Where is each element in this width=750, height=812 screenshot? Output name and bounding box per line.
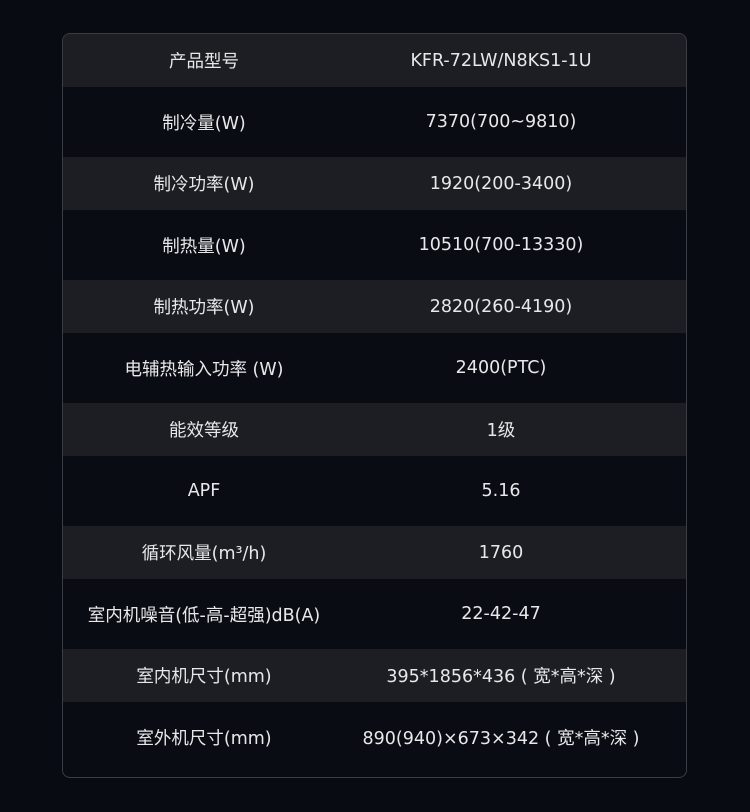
spec-row: 制热功率(W) 2820(260-4190)	[63, 280, 686, 333]
spec-label: 室外机尺寸(mm)	[136, 728, 272, 749]
spec-row: 能效等级 1级	[63, 403, 686, 456]
spec-value: 2820(260-4190)	[429, 296, 573, 317]
spec-label: APF	[187, 481, 221, 501]
spec-value: 1级	[486, 421, 516, 441]
spec-row: 制热量(W) 10510(700-13330)	[63, 210, 686, 280]
spec-row: 室外机尺寸(mm) 890(940)×673×342 ( 宽*高*深 )	[63, 702, 686, 772]
spec-value: 1760	[478, 542, 524, 563]
spec-row: 产品型号 KFR-72LW/N8KS1-1U	[63, 34, 686, 87]
spec-label: 电辅热输入功率 (W)	[124, 359, 284, 380]
spec-label: 制热量(W)	[162, 236, 246, 257]
spec-label: 制冷功率(W)	[153, 175, 255, 195]
spec-value: 890(940)×673×342 ( 宽*高*深 )	[362, 728, 640, 749]
spec-row: 室内机噪音(低-高-超强)dB(A) 22-42-47	[63, 579, 686, 649]
spec-value: KFR-72LW/N8KS1-1U	[410, 50, 592, 71]
spec-table: 产品型号 KFR-72LW/N8KS1-1U 制冷量(W) 7370(700~9810…	[62, 33, 687, 778]
spec-value: 10510(700-13330)	[418, 235, 584, 255]
spec-label: 产品型号	[169, 52, 239, 72]
spec-row: 制冷功率(W) 1920(200-3400)	[63, 157, 686, 210]
spec-row: 制冷量(W) 7370(700~9810)	[63, 87, 686, 157]
spec-row: 循环风量(m³/h) 1760	[63, 526, 686, 579]
spec-label: 室内机噪音(低-高-超强)dB(A)	[87, 605, 321, 626]
spec-label: 室内机尺寸(mm)	[136, 667, 272, 687]
spec-row: 室内机尺寸(mm) 395*1856*436 ( 宽*高*深 )	[63, 649, 686, 702]
spec-value: 395*1856*436 ( 宽*高*深 )	[386, 667, 616, 687]
spec-label: 制热功率(W)	[153, 298, 255, 318]
spec-value: 22-42-47	[461, 604, 541, 624]
spec-row: APF 5.16	[63, 456, 686, 526]
spec-label: 能效等级	[169, 421, 239, 441]
spec-value: 2400(PTC)	[455, 358, 547, 378]
spec-label: 制冷量(W)	[162, 113, 246, 134]
spec-row: 电辅热输入功率 (W) 2400(PTC)	[63, 333, 686, 403]
spec-value: 7370(700~9810)	[425, 112, 577, 132]
spec-value: 5.16	[481, 481, 521, 501]
spec-label: 循环风量(m³/h)	[141, 544, 267, 564]
spec-value: 1920(200-3400)	[429, 173, 573, 194]
